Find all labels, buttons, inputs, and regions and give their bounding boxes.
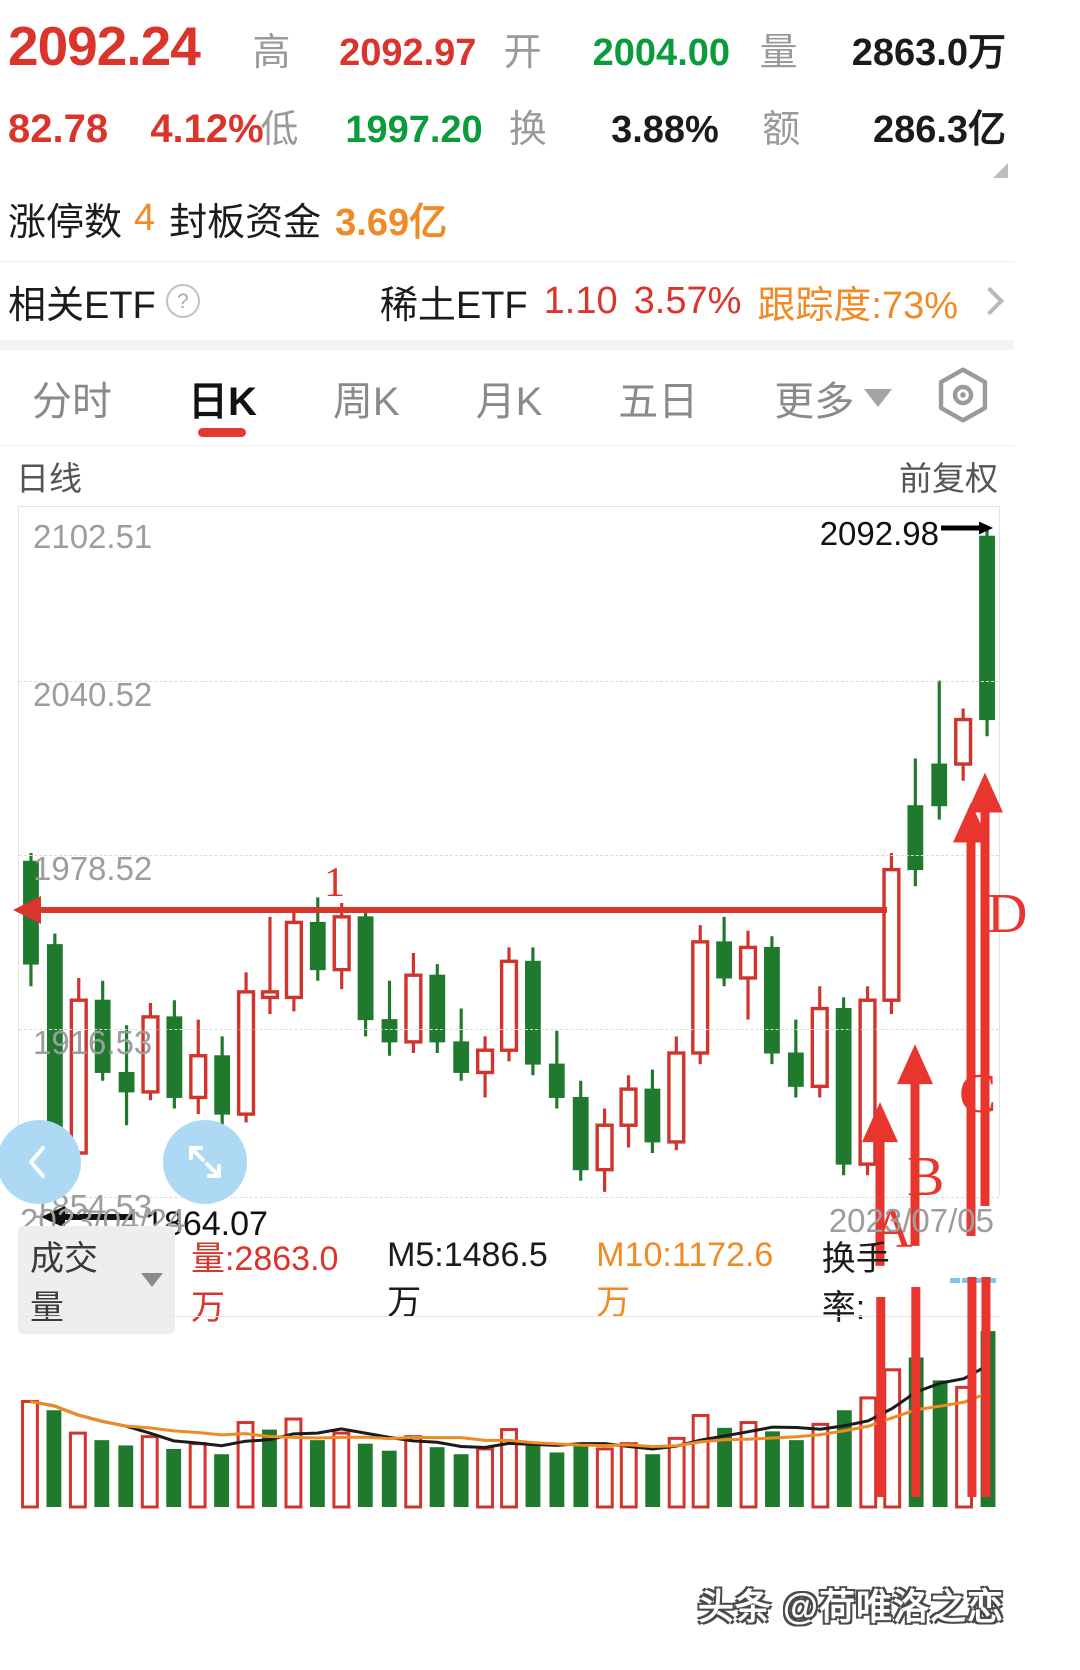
chart-subheader: 日线 前复权	[0, 446, 1014, 506]
gridline	[19, 681, 999, 682]
y-axis-label: 2040.52	[33, 676, 153, 713]
annotation-arrow-tails	[876, 1277, 991, 1497]
gridline	[19, 1197, 999, 1198]
y-axis-label: 1978.52	[33, 850, 153, 887]
chevron-right-icon[interactable]	[975, 286, 1005, 316]
active-tab-indicator	[198, 428, 247, 437]
caret-down-icon	[140, 1273, 163, 1287]
price-chart[interactable]: 2102.51 2040.52 1978.52 1916.53 1854.53 …	[0, 506, 1027, 1266]
current-price: 2092.24	[8, 15, 201, 77]
last-price-callout: 2092.98	[819, 515, 939, 552]
volume-selector-label: 成交量	[30, 1240, 98, 1327]
annotation-label-1: 1	[324, 860, 345, 906]
limit-up-row: 涨停数 4 封板资金 3.69亿	[0, 176, 1014, 262]
hexagon-target-icon[interactable]	[932, 364, 994, 431]
turnover-rate-label: 换手率:	[821, 1240, 890, 1327]
open-label: 开	[503, 32, 542, 74]
turnover-value: 3.88%	[611, 109, 719, 151]
arrow-left-icon	[41, 1206, 133, 1228]
annotation-line-1	[13, 896, 887, 924]
expand-arrows-icon	[189, 1146, 221, 1178]
tab-five-day[interactable]: 五日	[612, 350, 704, 445]
tab-weekly-k[interactable]: 周K	[327, 350, 406, 445]
volume-current: 量:2863.0万	[190, 1240, 339, 1327]
annotation-marker-a: A	[872, 1198, 913, 1260]
quote-row-2: 82.78 4.12% 低 1997.20 换 3.88% 额 286.3亿	[8, 98, 1006, 170]
arrow-right-icon	[941, 521, 993, 535]
expand-corner-icon[interactable]	[993, 163, 1008, 178]
annotation-marker-d: D	[987, 883, 1028, 945]
gridline	[19, 1029, 999, 1030]
tab-label: 五日	[618, 379, 699, 424]
change-percent: 4.12%	[150, 107, 264, 151]
related-etf-row[interactable]: 相关ETF ? 稀土ETF 1.10 3.57% 跟踪度:73%	[0, 262, 1014, 350]
change-value: 82.78	[8, 107, 109, 151]
high-value: 2092.97	[339, 32, 477, 74]
amount-value: 286.3亿	[872, 109, 1007, 151]
annotation-marker-b: B	[907, 1146, 945, 1208]
gridline	[19, 855, 999, 856]
chevron-left-icon	[29, 1146, 45, 1178]
tab-label: 周K	[332, 379, 400, 424]
volume-label: 量	[759, 32, 798, 74]
tab-label: 月K	[475, 379, 543, 424]
y-axis-label: 1916.53	[33, 1024, 153, 1061]
seal-fund-value: 3.69亿	[335, 202, 448, 244]
quote-header: 2092.24 高 2092.97 开 2004.00 量 2863.0万 82…	[0, 0, 1014, 178]
question-mark-icon[interactable]: ?	[165, 284, 200, 318]
etf-detail-group: 稀土ETF 1.10 3.57% 跟踪度:73%	[380, 274, 1006, 329]
limit-up-count: 4	[134, 197, 156, 239]
volume-header: 成交量 量:2863.0万 M5:1486.5万 M10:1172.6万 换手率…	[18, 1226, 996, 1334]
tab-label: 日K	[188, 379, 257, 424]
volume-ma10: M10:1172.6万	[596, 1236, 774, 1322]
caret-down-icon	[864, 388, 893, 407]
high-label: 高	[252, 32, 291, 74]
tab-label: 分时	[32, 379, 112, 424]
volume-chart[interactable]	[18, 1277, 1000, 1509]
seal-fund-label: 封板资金	[169, 202, 322, 244]
expand-chart-button[interactable]	[163, 1120, 247, 1204]
low-value: 1997.20	[345, 109, 483, 151]
tab-label: 更多	[774, 379, 855, 424]
tab-daily-k[interactable]: 日K	[182, 350, 263, 445]
etf-price: 1.10	[543, 279, 618, 322]
etf-name: 稀土ETF	[379, 284, 528, 327]
related-etf-label: 相关ETF	[8, 284, 156, 327]
open-value: 2004.00	[592, 32, 731, 74]
volume-value: 2863.0万	[851, 32, 1006, 74]
watermark: 头条 @荷唯洛之恋	[697, 1586, 1004, 1627]
turnover-label: 换	[508, 109, 547, 151]
annotation-arrows	[862, 772, 1003, 1266]
chart-adjust-label: 前复权	[899, 460, 998, 497]
tab-monthly-k[interactable]: 月K	[470, 350, 549, 445]
etf-change-percent: 3.57%	[633, 279, 742, 322]
annotation-marker-c: C	[959, 1063, 997, 1125]
chart-period-label: 日线	[16, 460, 82, 497]
amount-label: 额	[762, 109, 801, 151]
low-label: 低	[260, 109, 299, 151]
etf-tracking: 跟踪度:73%	[757, 284, 958, 327]
y-axis-label: 2102.51	[33, 518, 153, 555]
tab-more[interactable]: 更多	[768, 350, 898, 445]
chart-tab-bar: 分时 日K 周K 月K 五日 更多	[0, 350, 1014, 446]
volume-ma5: M5:1486.5万	[387, 1236, 548, 1322]
quote-row-1: 2092.24 高 2092.97 开 2004.00 量 2863.0万	[8, 14, 1006, 98]
volume-canvas	[21, 1331, 996, 1509]
limit-up-label: 涨停数	[8, 202, 123, 244]
related-etf-label-group: 相关ETF ?	[8, 274, 200, 329]
prev-page-button[interactable]	[0, 1120, 81, 1204]
tab-fenshi[interactable]: 分时	[26, 350, 118, 445]
x-axis-end-date: 2023/07/05	[828, 1202, 994, 1239]
